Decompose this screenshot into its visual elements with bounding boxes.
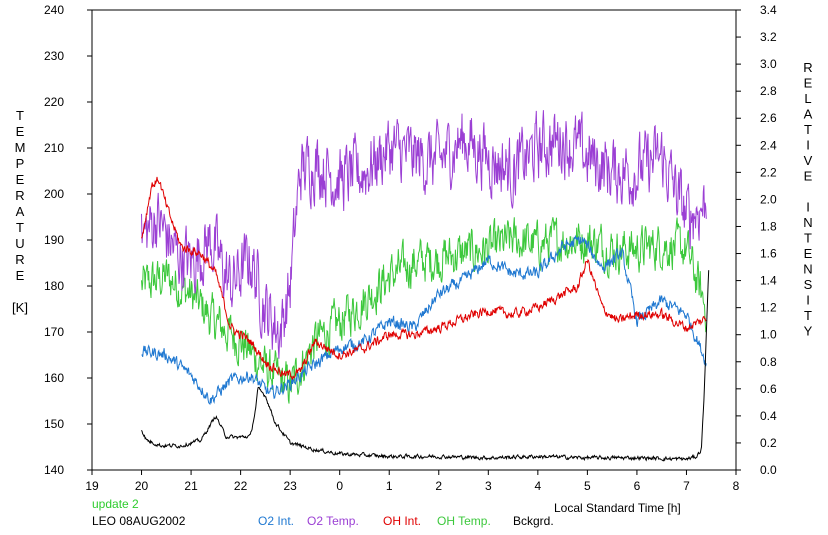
right-y-tick-label: 0.6 <box>760 382 777 396</box>
right-axis-label-letter: T <box>804 122 812 137</box>
series-layer <box>141 110 710 462</box>
right-y-tick-label: 1.2 <box>760 301 777 315</box>
legend-item-bckgrd: Bckgrd. <box>513 514 554 528</box>
right-y-tick-label: 3.0 <box>760 57 777 71</box>
left-y-tick-label: 150 <box>44 417 64 431</box>
right-y-tick-label: 2.0 <box>760 192 777 206</box>
right-axis-label-letter: T <box>804 231 812 246</box>
right-axis-label-letter: E <box>804 246 813 261</box>
update-label: update 2 <box>92 497 139 511</box>
right-axis-label-letter: T <box>804 308 812 323</box>
left-axis-label-letter: A <box>16 204 25 219</box>
right-axis-label-letter: L <box>804 91 811 106</box>
left-y-tick-label: 160 <box>44 371 64 385</box>
right-axis-label-letter: I <box>806 200 810 215</box>
right-axis-label-letter: V <box>804 153 813 168</box>
left-axis-label-letter: P <box>16 156 25 171</box>
right-y-tick-label: 2.4 <box>760 138 777 152</box>
right-axis-label-letter: E <box>804 169 813 184</box>
station-date-label: LEO 08AUG2002 <box>92 514 186 528</box>
left-y-tick-label: 240 <box>44 3 64 17</box>
left-axis-label-letter: E <box>16 124 25 139</box>
series-line-o2-temp <box>141 110 707 359</box>
series-line-oh-temp <box>141 217 707 404</box>
right-axis-label-letter: N <box>803 262 812 277</box>
x-tick-label: 6 <box>634 479 641 493</box>
right-y-tick-label: 2.2 <box>760 165 777 179</box>
right-y-tick-label: 0.4 <box>760 409 777 423</box>
x-tick-label: 4 <box>535 479 542 493</box>
x-tick-label: 1 <box>386 479 393 493</box>
right-axis-label-letter: I <box>806 138 810 153</box>
left-axis-label-letter: T <box>16 108 24 123</box>
left-y-axis: 140 150 160 170 180 190 200 210 220 230 240 <box>44 3 92 477</box>
x-tick-label: 2 <box>435 479 442 493</box>
series-line-oh-int <box>141 176 707 381</box>
left-axis-label-letter: T <box>16 220 24 235</box>
right-axis-label-letter: S <box>804 277 813 292</box>
left-axis-label-letter: R <box>15 252 24 267</box>
left-y-tick-label: 170 <box>44 325 64 339</box>
right-y-tick-label: 0.0 <box>760 463 777 477</box>
right-axis-label-letter: Y <box>804 324 813 339</box>
left-axis-label-letter: R <box>15 188 24 203</box>
legend-item-oh-temp: OH Temp. <box>437 514 491 528</box>
left-y-tick-label: 200 <box>44 187 64 201</box>
right-y-tick-label: 3.2 <box>760 30 777 44</box>
right-y-axis: 0.0 0.2 0.4 0.6 0.8 1.0 1.2 1.4 1.6 1.8 2.0 2.2 2.4 2… <box>736 3 777 477</box>
x-tick-label: 19 <box>85 479 99 493</box>
right-y-tick-label: 2.6 <box>760 111 777 125</box>
legend: update 2 LEO 08AUG2002 O2 Int. O2 Temp. … <box>92 497 554 528</box>
left-y-tick-label: 220 <box>44 95 64 109</box>
left-y-tick-label: 140 <box>44 463 64 477</box>
x-tick-label: 21 <box>184 479 198 493</box>
right-axis-label-letter: R <box>803 60 812 75</box>
left-axis-label-letter: U <box>15 236 24 251</box>
right-y-tick-label: 1.0 <box>760 328 777 342</box>
series-line-o2-int <box>141 234 707 406</box>
x-tick-label: 7 <box>683 479 690 493</box>
right-y-tick-label: 3.4 <box>760 3 777 17</box>
legend-item-o2-int: O2 Int. <box>258 514 294 528</box>
x-tick-label: 23 <box>283 479 297 493</box>
plot-area-frame <box>91 9 737 471</box>
right-y-tick-label: 0.2 <box>760 436 777 450</box>
right-axis-label-letter: N <box>803 215 812 230</box>
x-axis-label: Local Standard Time [h] <box>554 501 681 515</box>
right-axis-label-letter: I <box>806 293 810 308</box>
x-axis: 19 20 21 22 23 0 1 2 3 4 5 6 7 8 <box>85 470 740 493</box>
x-tick-label: 8 <box>733 479 740 493</box>
legend-item-o2-temp: O2 Temp. <box>307 514 359 528</box>
left-axis-unit: [K] <box>12 300 28 315</box>
x-tick-label: 5 <box>584 479 591 493</box>
left-y-tick-label: 210 <box>44 141 64 155</box>
right-y-tick-label: 0.8 <box>760 355 777 369</box>
left-axis-label-letter: E <box>16 172 25 187</box>
x-tick-label: 0 <box>336 479 343 493</box>
x-tick-label: 20 <box>135 479 149 493</box>
right-axis-label-letter: A <box>804 107 813 122</box>
legend-item-oh-int: OH Int. <box>383 514 421 528</box>
right-y-tick-label: 1.6 <box>760 247 777 261</box>
left-y-tick-label: 190 <box>44 233 64 247</box>
left-y-tick-label: 230 <box>44 49 64 63</box>
series-line-bckgrd <box>141 270 710 462</box>
left-axis-label-letter: M <box>15 140 26 155</box>
right-axis-label-letter: E <box>804 76 813 91</box>
right-y-tick-label: 1.8 <box>760 219 777 233</box>
right-y-tick-label: 2.8 <box>760 84 777 98</box>
x-tick-label: 22 <box>234 479 248 493</box>
right-y-tick-label: 1.4 <box>760 274 777 288</box>
left-axis-label-letter: E <box>16 268 25 283</box>
x-tick-label: 3 <box>485 479 492 493</box>
left-y-tick-label: 180 <box>44 279 64 293</box>
